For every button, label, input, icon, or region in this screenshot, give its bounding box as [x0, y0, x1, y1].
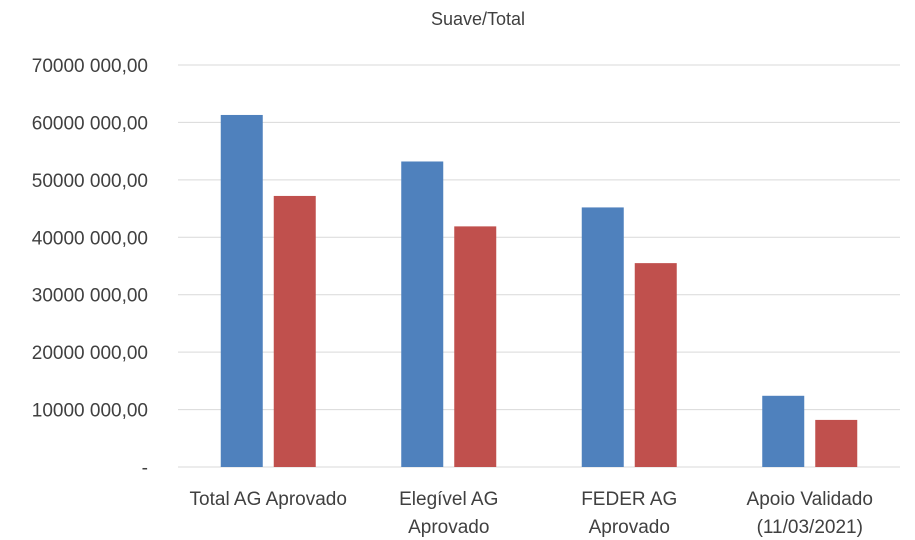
x-category-label: Elegível AG Aprovado	[399, 489, 498, 538]
x-category-label: FEDER AG Aprovado	[581, 489, 677, 538]
bar-series1-cat1	[220, 114, 263, 467]
x-category-label-line: Total AG Aprovado	[190, 489, 347, 510]
bar-series2-cat2	[454, 226, 497, 467]
bar-series1-cat3	[581, 207, 624, 467]
y-tick-label: 60000 000,00	[32, 113, 148, 134]
x-category-label-line: Elegível AG	[399, 489, 498, 510]
bars	[220, 114, 858, 468]
bar-series1-cat2	[401, 161, 444, 468]
y-tick-label: 40000 000,00	[32, 228, 148, 249]
x-category-label-line: Aprovado	[408, 517, 489, 538]
x-category-label-line: Aprovado	[589, 517, 670, 538]
x-category-label-line: Apoio Validado	[747, 489, 873, 510]
y-tick-label: 50000 000,00	[32, 171, 148, 192]
y-tick-label: 70000 000,00	[32, 56, 148, 77]
chart-title: Suave/Total	[431, 9, 525, 29]
bar-series2-cat4	[815, 419, 858, 467]
y-tick-label: 10000 000,00	[32, 401, 148, 422]
x-category-label: Total AG Aprovado	[190, 489, 347, 510]
bar-series1-cat4	[762, 395, 805, 467]
x-category-label-line: FEDER AG	[581, 489, 677, 510]
y-axis-ticks: - 10000 000,00 20000 000,00 30000 000,00 400…	[32, 56, 148, 479]
x-category-label: Apoio Validado (11/03/2021)	[747, 489, 873, 538]
x-category-label-line: (11/03/2021)	[757, 517, 863, 538]
y-tick-label: 20000 000,00	[32, 343, 148, 364]
y-tick-label: -	[142, 458, 148, 479]
y-tick-label: 30000 000,00	[32, 286, 148, 307]
x-axis-labels: Total AG Aprovado Elegível AG AprovadoFEDE…	[190, 489, 873, 538]
bar-series2-cat1	[273, 195, 316, 468]
bar-series2-cat3	[634, 263, 677, 467]
